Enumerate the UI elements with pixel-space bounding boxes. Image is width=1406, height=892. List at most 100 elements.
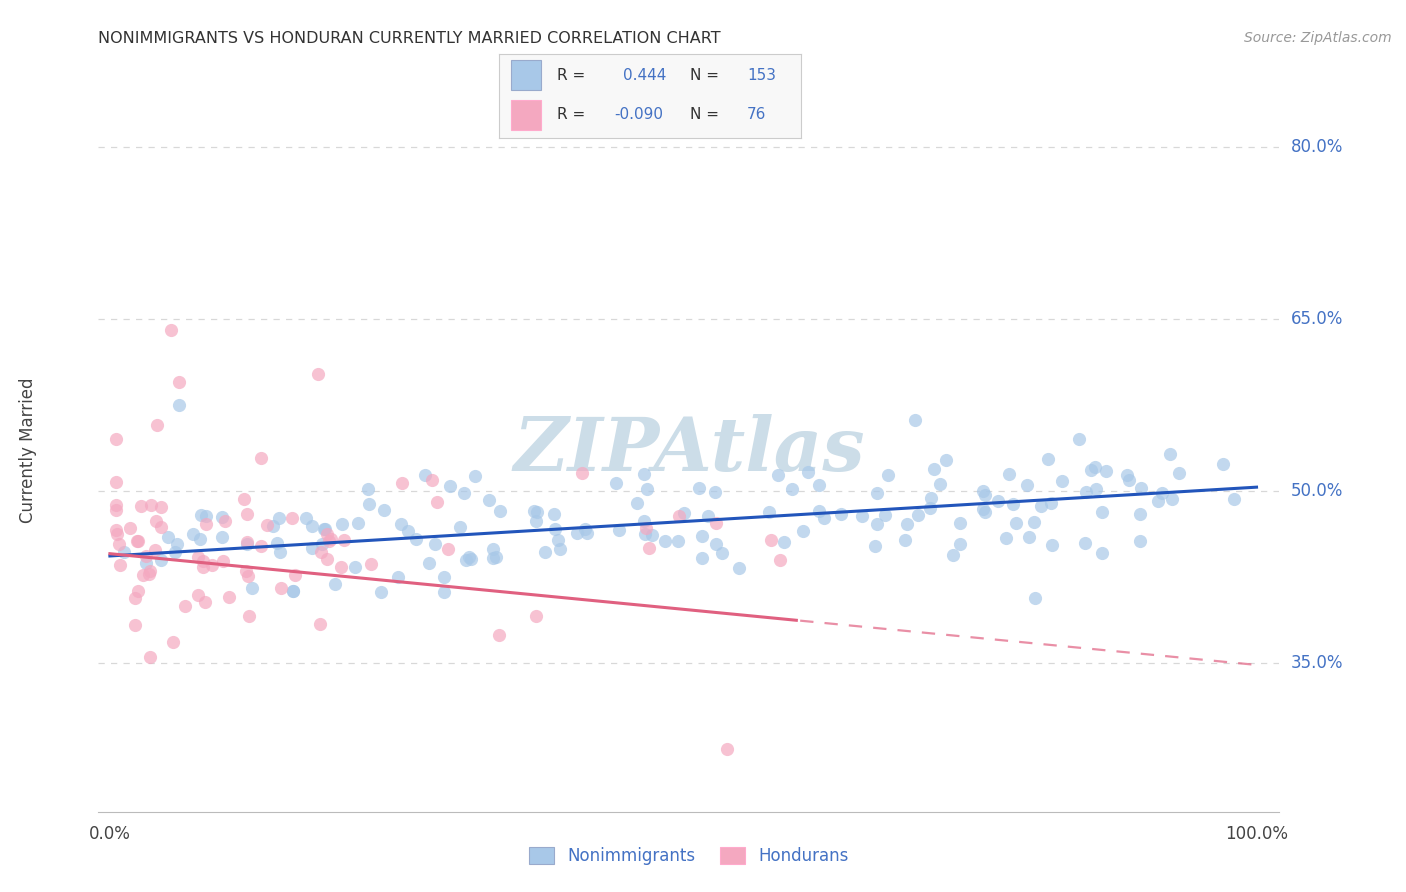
Point	[453, 485, 475, 500]
Point	[319, 532, 342, 546]
Point	[1159, 446, 1181, 460]
Point	[316, 527, 339, 541]
Point	[1223, 491, 1246, 506]
Text: -0.090: -0.090	[614, 107, 664, 122]
Point	[360, 558, 382, 572]
Point	[1116, 468, 1139, 483]
Point	[1091, 546, 1114, 560]
Point	[866, 485, 889, 500]
Point	[135, 549, 157, 563]
Text: N =: N =	[689, 107, 718, 122]
Point	[186, 550, 208, 565]
Point	[104, 498, 127, 512]
Point	[1118, 473, 1140, 487]
Point	[316, 551, 339, 566]
Point	[565, 525, 588, 540]
Point	[485, 549, 508, 564]
Point	[418, 556, 440, 570]
Point	[728, 560, 751, 574]
Point	[105, 527, 128, 541]
Point	[997, 467, 1019, 481]
Point	[405, 532, 427, 546]
Bar	[512, 100, 541, 130]
Point	[524, 514, 547, 528]
Point	[1130, 481, 1153, 495]
Point	[433, 569, 456, 583]
Point	[181, 527, 204, 541]
Point	[928, 477, 950, 491]
Point	[634, 521, 657, 535]
Point	[309, 545, 332, 559]
Point	[188, 533, 211, 547]
Point	[626, 496, 648, 510]
Point	[571, 466, 593, 480]
Point	[238, 608, 260, 623]
Point	[256, 518, 278, 533]
Text: N =: N =	[689, 68, 718, 83]
Point	[211, 553, 233, 567]
Point	[704, 485, 727, 500]
Point	[332, 516, 354, 531]
Point	[1074, 536, 1097, 550]
Point	[1084, 459, 1107, 474]
Point	[987, 493, 1010, 508]
Point	[758, 505, 780, 519]
Point	[284, 568, 307, 582]
Text: R =: R =	[557, 68, 585, 83]
Point	[104, 475, 127, 489]
Point	[690, 551, 713, 566]
Point	[1080, 463, 1102, 477]
Text: Currently Married: Currently Married	[18, 377, 37, 524]
Point	[576, 525, 599, 540]
Point	[634, 527, 657, 541]
Point	[949, 516, 972, 530]
Text: 80.0%: 80.0%	[1291, 137, 1343, 155]
Point	[162, 635, 184, 649]
Point	[866, 516, 889, 531]
Point	[236, 534, 259, 549]
Point	[1160, 491, 1182, 506]
Point	[112, 545, 135, 559]
Point	[877, 468, 900, 483]
Point	[797, 466, 820, 480]
Point	[1005, 516, 1028, 531]
Point	[150, 520, 173, 534]
Point	[526, 505, 548, 519]
Point	[550, 541, 572, 556]
Point	[489, 504, 512, 518]
Point	[127, 583, 149, 598]
Point	[281, 583, 304, 598]
Point	[1150, 486, 1173, 500]
Point	[704, 537, 727, 551]
Text: 65.0%: 65.0%	[1291, 310, 1343, 327]
Point	[370, 584, 392, 599]
Point	[250, 450, 273, 465]
Point	[104, 502, 127, 516]
Point	[907, 508, 929, 522]
Point	[449, 520, 471, 534]
Point	[1029, 499, 1052, 513]
Point	[357, 482, 380, 496]
Point	[949, 537, 972, 551]
Point	[169, 375, 191, 389]
Point	[269, 545, 291, 559]
Point	[193, 595, 215, 609]
Point	[191, 560, 214, 574]
Point	[120, 521, 142, 535]
Point	[270, 582, 292, 596]
Point	[1002, 497, 1025, 511]
Point	[1147, 494, 1170, 508]
Text: 50.0%: 50.0%	[1291, 482, 1343, 500]
Point	[301, 541, 323, 555]
Point	[104, 432, 127, 446]
Point	[166, 537, 188, 551]
Point	[633, 515, 655, 529]
Point	[110, 558, 132, 573]
Point	[413, 467, 436, 482]
Point	[460, 551, 482, 566]
Point	[1095, 464, 1118, 478]
Point	[391, 475, 413, 490]
Point	[457, 549, 479, 564]
Point	[464, 469, 486, 483]
Text: 35.0%: 35.0%	[1291, 654, 1343, 672]
